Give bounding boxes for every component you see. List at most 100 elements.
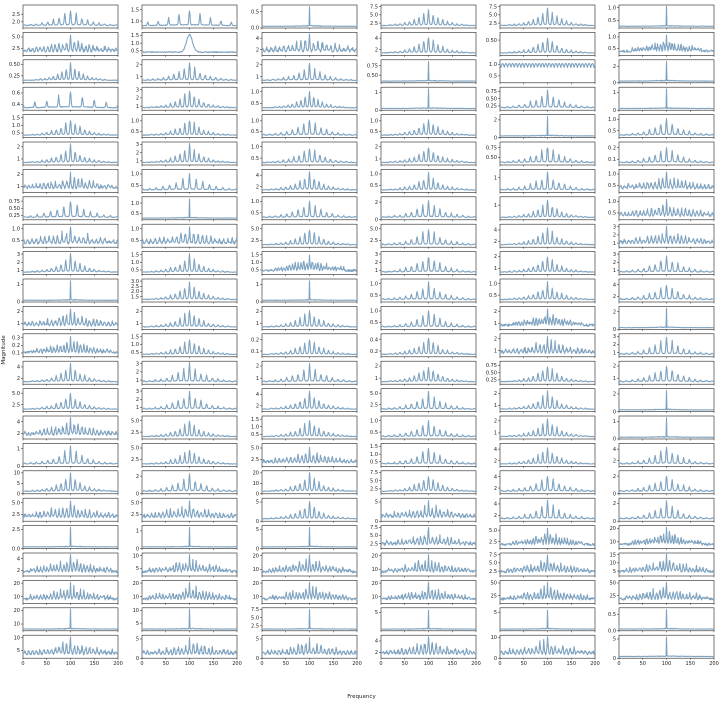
spectrum-panel: 24: [494, 470, 596, 496]
spectrum-line: [22, 554, 119, 574]
spectrum-line: [499, 499, 596, 520]
spectrum-line: [499, 581, 596, 601]
y-tick-label: 1.0: [608, 199, 616, 205]
spectrum-panel: 10 20: [14, 580, 119, 605]
spectrum-panel: 0.5 1.0 1.5: [131, 32, 238, 57]
spectrum-panel: 12: [375, 360, 477, 386]
spectrum-panel: 24: [17, 415, 119, 441]
spectrum-line: [380, 581, 477, 601]
spectrum-line: [261, 62, 358, 82]
y-tick-label: 0.75: [9, 199, 20, 205]
spectrum-line: [380, 554, 477, 574]
x-tick-label: 0: [21, 661, 24, 667]
spectrum-panel: 24: [375, 32, 477, 57]
y-tick-label: 0.5: [489, 293, 497, 299]
x-tick-label: 200: [232, 661, 242, 667]
y-tick-label: 0: [613, 327, 616, 333]
y-tick-label: 50: [610, 581, 616, 587]
y-tick-label: 1: [256, 74, 259, 80]
spectrum-panel: 12: [256, 306, 358, 331]
y-tick-label: 2: [17, 431, 20, 437]
spectrum-panel: 0.5 1.0: [370, 114, 477, 140]
y-tick-label: 1: [494, 175, 497, 181]
spectrum-line: [499, 308, 596, 327]
spectrum-panel: 2.5 5.0 7.5: [370, 525, 477, 551]
spectrum-panel: 24: [494, 223, 596, 249]
spectrum-line: [499, 199, 596, 219]
y-tick-label: 4: [17, 419, 20, 425]
spectrum-panel: 0.5 1.0: [131, 196, 238, 222]
y-tick-label: 1.0: [251, 119, 259, 125]
y-tick-label: 0.5: [608, 183, 616, 189]
spectrum-panel: 5: [375, 607, 477, 633]
y-tick-label: 5.0: [131, 446, 139, 452]
y-tick-label: 0.2: [251, 337, 259, 343]
spectrum-line: [141, 554, 238, 574]
spectrum-panel: 01: [375, 86, 477, 114]
spectrum-panel: 02: [613, 59, 715, 87]
spectrum-line: [618, 34, 715, 53]
spectrum-line: [499, 390, 596, 410]
y-tick-label: 5: [136, 637, 139, 643]
panel-frame: [22, 86, 119, 111]
y-tick-label: 2: [494, 239, 497, 245]
y-tick-label: 20: [372, 553, 378, 559]
y-tick-label: 1.0: [608, 117, 616, 123]
spectrum-panel: 02: [613, 306, 715, 333]
spectrum-line: [618, 389, 715, 411]
spectrum-panel: 12: [136, 306, 238, 331]
y-tick-label: 1.0: [489, 62, 497, 68]
spectrum-line: [22, 608, 119, 630]
y-tick-label: 1.0: [12, 227, 20, 233]
spectrum-line: [618, 255, 715, 273]
y-tick-label: 1.0: [489, 281, 497, 287]
y-tick-label: 3.0: [131, 279, 139, 285]
spectrum-line: [22, 335, 119, 355]
y-tick-label: 0.1: [608, 157, 616, 163]
y-tick-label: 2.5: [489, 569, 497, 575]
y-tick-label: 5: [613, 637, 616, 643]
y-tick-label: 0: [17, 492, 20, 498]
spectrum-line: [261, 280, 358, 301]
y-tick-label: 1: [136, 405, 139, 411]
spectrum-line: [141, 339, 238, 356]
spectrum-panel: 1 2 3: [136, 141, 238, 167]
y-tick-label: 0.50: [486, 38, 497, 44]
spectrum-panel: 0.50 0.75: [486, 141, 596, 167]
spectrum-panel: 0.0 0.5: [251, 4, 358, 32]
y-tick-label: 0.75: [367, 63, 378, 69]
spectrum-panel: 24: [256, 388, 358, 414]
spectrum-panel: 0.1 0.2: [251, 333, 358, 359]
spectrum-line: [261, 420, 358, 438]
spectrum-line: [499, 227, 596, 246]
y-tick-label: 1: [17, 268, 20, 274]
x-tick-label: 0: [498, 661, 501, 667]
spectrum-panel: 25 50: [610, 580, 715, 605]
spectrum-line: [618, 475, 715, 493]
spectrum-line: [618, 88, 715, 110]
spectrum-panel: 050 50 100 150 200: [256, 634, 362, 667]
y-tick-label: 1.0: [608, 5, 616, 11]
y-tick-label: 3: [613, 224, 616, 230]
y-tick-label: 0.25: [486, 378, 497, 384]
y-tick-label: 0: [375, 108, 378, 114]
spectrum-panel: 0.5 1.0: [608, 4, 715, 30]
spectrum-line: [499, 527, 596, 547]
spectrum-line: [499, 636, 596, 656]
spectrum-panel: 12: [17, 306, 119, 331]
y-tick-label: 1.0: [370, 309, 378, 315]
spectrum-panel: 10 20: [253, 580, 358, 605]
y-tick-label: 2: [136, 474, 139, 480]
y-tick-label: 0.6: [12, 91, 20, 97]
spectrum-line: [380, 476, 477, 493]
y-tick-label: 1.5: [131, 335, 139, 341]
spectrum-line: [380, 171, 477, 191]
spectrum-line: [261, 390, 358, 410]
spectrum-line: [261, 119, 358, 136]
y-tick-label: 0: [494, 135, 497, 141]
y-tick-label: 2: [136, 62, 139, 68]
spectrum-panel: 2.5 5.0 7.5: [489, 4, 596, 30]
spectrum-panel: 0 5 10: [14, 470, 119, 498]
spectrum-line: [380, 9, 477, 27]
